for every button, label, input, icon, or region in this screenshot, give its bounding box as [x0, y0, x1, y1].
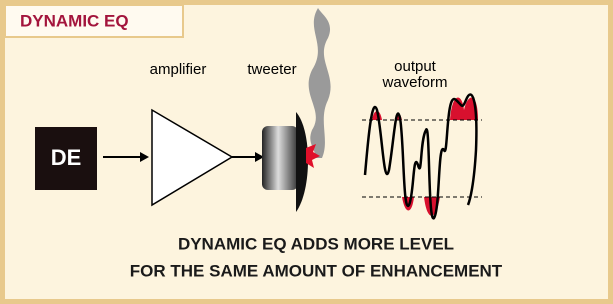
caption: FOR THE SAME AMOUNT OF ENHANCEMENT — [130, 261, 503, 280]
tweeter-label: tweeter — [247, 61, 296, 78]
diagram: DYNAMIC EQ DE amplifier tweeter output w… — [0, 0, 613, 304]
title: DYNAMIC EQ — [20, 11, 129, 30]
caption: DYNAMIC EQ ADDS MORE LEVEL — [178, 234, 454, 253]
source-label: DE — [51, 145, 82, 170]
tweeter-body — [262, 126, 298, 190]
waveform-label: output — [394, 58, 437, 75]
amplifier-label: amplifier — [150, 61, 207, 78]
waveform-label: waveform — [381, 74, 447, 91]
page: {"header": {"title": "DYNAMIC EQ"}, "lab… — [0, 0, 613, 304]
